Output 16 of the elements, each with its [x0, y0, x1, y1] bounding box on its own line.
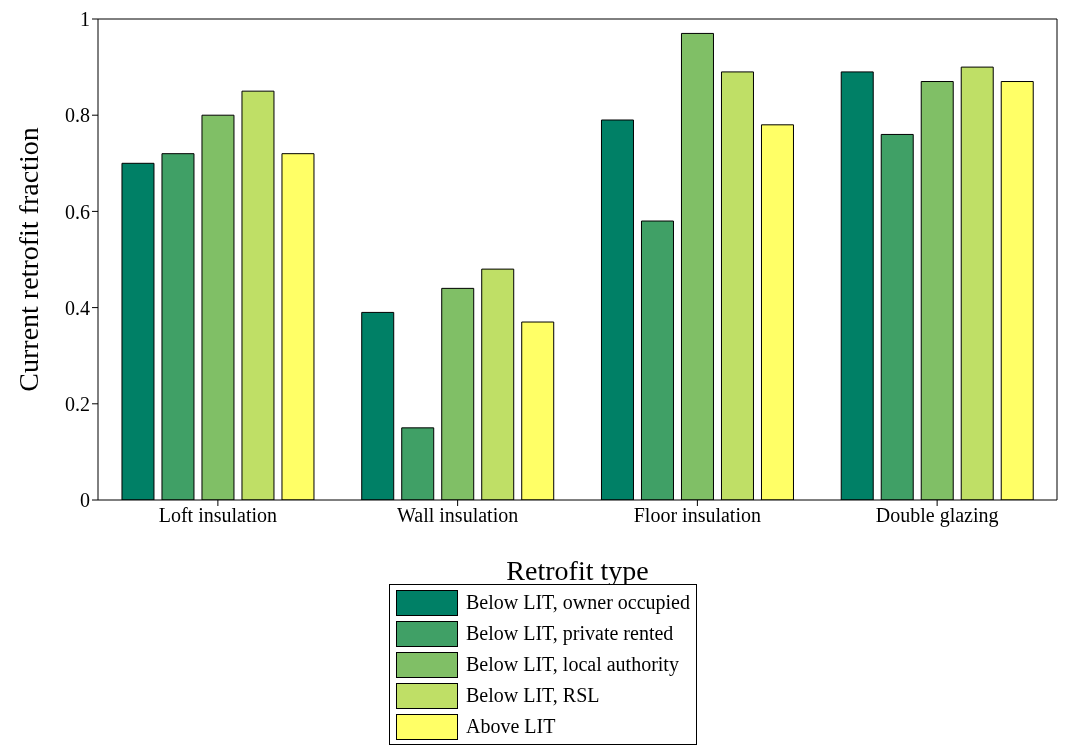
x-tick-label: Loft insulation	[158, 504, 278, 527]
legend-label: Below LIT, local authority	[466, 653, 679, 676]
y-tick-label: 0	[80, 489, 90, 512]
legend-label: Below LIT, owner occupied	[466, 591, 690, 614]
x-tick-label: Wall insulation	[397, 504, 519, 527]
y-tick-label: 0.2	[65, 392, 90, 415]
y-tick-label: 0.8	[65, 104, 90, 127]
y-axis-title: Current retrofit fraction	[12, 127, 44, 392]
legend-label: Below LIT, RSL	[466, 684, 600, 707]
x-tick-label: Double glazing	[875, 504, 999, 528]
y-tick-label: 0.4	[65, 296, 90, 319]
y-tick-label: 0.6	[65, 200, 90, 223]
legend-label: Below LIT, private rented	[466, 622, 674, 645]
y-tick-label: 1	[80, 8, 90, 31]
legend-label: Above LIT	[466, 715, 556, 738]
x-tick-label: Floor insulation	[633, 504, 761, 527]
